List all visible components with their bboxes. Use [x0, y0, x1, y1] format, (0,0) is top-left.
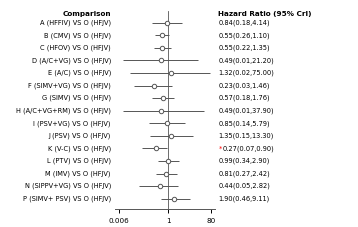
- Text: 0.55(0.22,1.35): 0.55(0.22,1.35): [218, 44, 270, 51]
- Text: 0.84(0.18,4.14): 0.84(0.18,4.14): [218, 20, 270, 26]
- Text: C (HFOV) VS O (HFJV): C (HFOV) VS O (HFJV): [40, 44, 111, 51]
- Text: N (SIPPV+VG) VS O (HFJV): N (SIPPV+VG) VS O (HFJV): [25, 183, 111, 190]
- Text: J (PSV) VS O (HFJV): J (PSV) VS O (HFJV): [49, 133, 111, 139]
- Text: G (SIMV) VS O (HFJV): G (SIMV) VS O (HFJV): [42, 95, 111, 101]
- Text: 0.49(0.01,21.20): 0.49(0.01,21.20): [218, 57, 274, 64]
- Text: 0.23(0.03,1.46): 0.23(0.03,1.46): [218, 82, 270, 89]
- Text: Hazard Ratio (95% CrI): Hazard Ratio (95% CrI): [218, 12, 312, 17]
- Text: H (A/C+VG+RM) VS O (HFJV): H (A/C+VG+RM) VS O (HFJV): [16, 107, 111, 114]
- Text: *: *: [218, 146, 222, 151]
- Text: 0.27(0.07,0.90): 0.27(0.07,0.90): [223, 145, 275, 152]
- Text: K (V-C) VS O (HFJV): K (V-C) VS O (HFJV): [48, 145, 111, 152]
- Text: I (PSV+VG) VS O (HFJV): I (PSV+VG) VS O (HFJV): [34, 120, 111, 127]
- Text: B (CMV) VS O (HFJV): B (CMV) VS O (HFJV): [44, 32, 111, 39]
- Text: D (A/C+VG) VS O (HFJV): D (A/C+VG) VS O (HFJV): [32, 57, 111, 64]
- Text: 1.35(0.15,13.30): 1.35(0.15,13.30): [218, 133, 274, 139]
- Text: Comparison: Comparison: [62, 12, 111, 17]
- Text: F (SIMV+VG) VS O (HFJV): F (SIMV+VG) VS O (HFJV): [28, 82, 111, 89]
- Text: M (IMV) VS O (HFJV): M (IMV) VS O (HFJV): [45, 170, 111, 177]
- Text: A (HFFIV) VS O (HFJV): A (HFFIV) VS O (HFJV): [40, 20, 111, 26]
- Text: 0.49(0.01,37.90): 0.49(0.01,37.90): [218, 107, 274, 114]
- Text: 0.57(0.18,1.76): 0.57(0.18,1.76): [218, 95, 270, 101]
- Text: 0.55(0.26,1.10): 0.55(0.26,1.10): [218, 32, 270, 39]
- Text: P (SIMV+ PSV) VS O (HFJV): P (SIMV+ PSV) VS O (HFJV): [23, 195, 111, 202]
- Text: E (A/C) VS O (HFJV): E (A/C) VS O (HFJV): [48, 70, 111, 76]
- Text: 0.81(0.27,2.42): 0.81(0.27,2.42): [218, 170, 270, 177]
- Text: 1.90(0.46,9.11): 1.90(0.46,9.11): [218, 195, 270, 202]
- Text: 1.32(0.02,75.00): 1.32(0.02,75.00): [218, 70, 274, 76]
- Text: 0.44(0.05,2.82): 0.44(0.05,2.82): [218, 183, 270, 190]
- Text: L (PTV) VS O (HFJV): L (PTV) VS O (HFJV): [47, 158, 111, 164]
- Text: 0.99(0.34,2.90): 0.99(0.34,2.90): [218, 158, 270, 164]
- Text: 0.85(0.14,5.79): 0.85(0.14,5.79): [218, 120, 270, 127]
